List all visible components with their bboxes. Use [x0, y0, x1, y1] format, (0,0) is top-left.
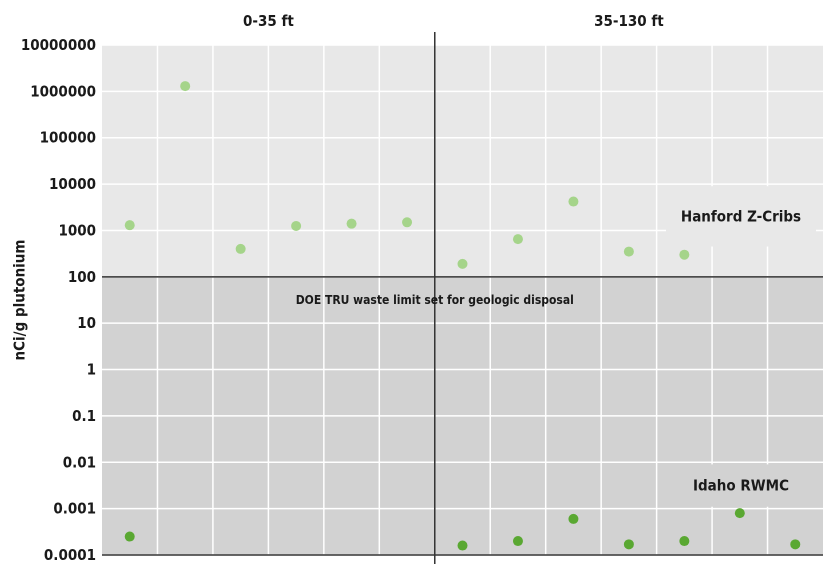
- hanford-series-label: Hanford Z-Cribs: [681, 207, 801, 225]
- hanford-point: [346, 218, 357, 229]
- y-tick-label: 0.001: [53, 500, 96, 518]
- hanford-point: [124, 220, 135, 231]
- idaho-label-box: [666, 464, 816, 507]
- idaho-point: [124, 531, 135, 542]
- hanford-point: [402, 217, 413, 228]
- y-tick-label: 10: [77, 314, 96, 332]
- y-tick-label: 1000000: [30, 82, 96, 100]
- y-tick-labels: 10000000 1000000 100000 10000 1000 100 10 1 0.1 0…: [21, 36, 96, 564]
- panel-title-shallow: 0-35 ft: [243, 12, 294, 30]
- y-tick-label: 10000: [49, 175, 96, 193]
- idaho-point: [568, 513, 579, 524]
- y-tick-label: 1: [87, 361, 96, 379]
- panel-title-deep: 35-130 ft: [594, 12, 664, 30]
- hanford-point: [568, 196, 579, 207]
- y-tick-label: 10000000: [21, 36, 96, 54]
- hanford-point: [235, 243, 246, 254]
- hanford-point: [679, 249, 690, 260]
- y-tick-label: 1000: [58, 221, 96, 239]
- idaho-point: [679, 536, 690, 547]
- idaho-point: [734, 508, 745, 519]
- idaho-point: [512, 536, 523, 547]
- y-tick-label: 0.0001: [44, 546, 96, 564]
- y-tick-label: 100: [68, 268, 96, 286]
- data-points: [124, 81, 801, 551]
- idaho-series-label: Idaho RWMC: [693, 477, 789, 495]
- idaho-point: [457, 540, 468, 551]
- y-tick-label: 0.01: [63, 453, 96, 471]
- hanford-point: [291, 220, 302, 231]
- hanford-point: [512, 234, 523, 245]
- threshold-label: DOE TRU waste limit set for geologic dis…: [296, 293, 574, 307]
- idaho-point: [790, 539, 801, 550]
- hanford-label-box: [666, 186, 816, 247]
- y-tick-label: 0.1: [72, 407, 96, 425]
- idaho-point: [623, 539, 634, 550]
- y-axis-label: nCi/g plutonium: [11, 240, 29, 361]
- y-tick-label: 100000: [40, 129, 96, 147]
- hanford-point: [623, 246, 634, 257]
- hanford-point: [180, 81, 191, 92]
- hanford-point: [457, 258, 468, 269]
